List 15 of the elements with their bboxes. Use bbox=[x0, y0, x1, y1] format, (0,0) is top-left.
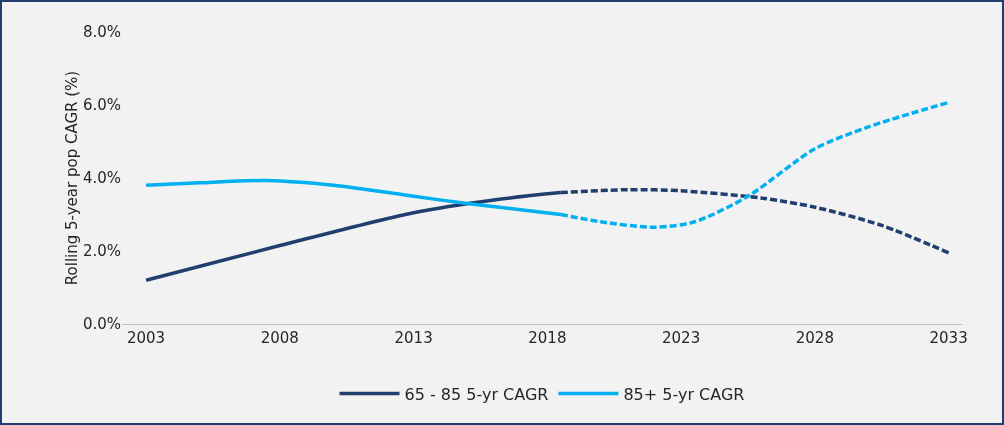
y-tick-label: 6.0% bbox=[82, 96, 121, 115]
legend-label: 85+ 5-yr CAGR bbox=[623, 384, 745, 404]
y-tick-label: 8.0% bbox=[82, 23, 121, 42]
legend-label: 65 - 85 5-yr CAGR bbox=[404, 384, 549, 404]
y-tick-label: 2.0% bbox=[82, 242, 121, 261]
y-axis-title: Rolling 5-year pop CAGR (%) bbox=[62, 70, 81, 286]
x-tick-label: 2013 bbox=[394, 329, 433, 347]
x-tick-label: 2023 bbox=[662, 329, 701, 347]
y-tick-label: 0.0% bbox=[82, 315, 121, 334]
y-tick-label: 4.0% bbox=[82, 169, 121, 188]
x-tick-label: 2008 bbox=[260, 329, 299, 347]
x-tick-label: 2033 bbox=[929, 329, 968, 347]
x-tick-label: 2028 bbox=[795, 329, 834, 347]
x-tick-label: 2003 bbox=[126, 329, 166, 347]
x-tick-label: 2018 bbox=[528, 329, 567, 347]
